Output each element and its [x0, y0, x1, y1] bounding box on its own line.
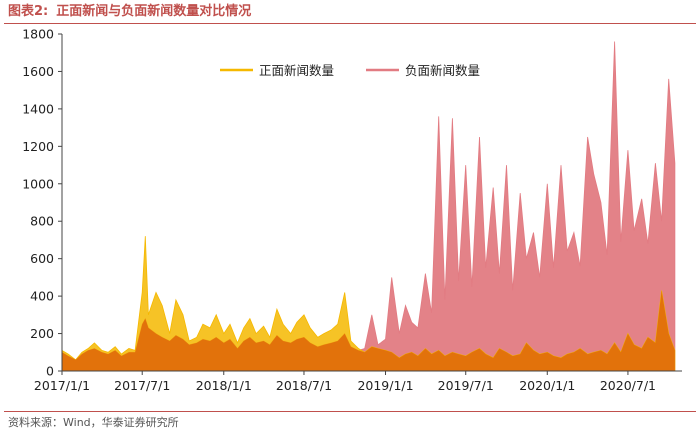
figure-label: 图表2:	[8, 4, 49, 19]
y-tick-label: 600	[30, 251, 54, 266]
x-tick-label: 2020/1/1	[519, 378, 575, 393]
overlap-area	[62, 290, 675, 371]
figure-title-text: 正面新闻与负面新闻数量对比情况	[56, 4, 252, 19]
plot-area	[61, 41, 676, 372]
y-tick-label: 800	[30, 214, 54, 229]
legend: 正面新闻数量 负面新闻数量	[220, 63, 480, 78]
axes: 0 200 400 600 800 1000 1200 1400 1600 1800 2017/1/…	[22, 27, 682, 393]
y-tick-label: 1200	[22, 139, 54, 154]
figure-title: 图表2: 正面新闻与负面新闻数量对比情况	[8, 2, 251, 22]
source-divider	[4, 411, 696, 412]
y-tick-label: 0	[46, 364, 54, 379]
y-tick-label: 1000	[22, 176, 54, 191]
title-divider	[4, 23, 696, 24]
y-tick-label: 1400	[22, 101, 54, 116]
legend-label-negative: 负面新闻数量	[405, 63, 480, 78]
x-tick-label: 2017/7/1	[114, 378, 170, 393]
x-tick-label: 2019/1/1	[357, 378, 413, 393]
news-count-chart: 0 200 400 600 800 1000 1200 1400 1600 1800 2017/1/…	[22, 27, 682, 393]
x-tick-label: 2019/7/1	[438, 378, 494, 393]
source-note: 资料来源：Wind，华泰证券研究所	[8, 416, 179, 429]
x-tick-label: 2020/7/1	[600, 378, 656, 393]
x-tick-label: 2018/1/1	[196, 378, 252, 393]
x-tick-label: 2018/7/1	[276, 378, 332, 393]
y-tick-label: 200	[30, 326, 54, 341]
y-tick-label: 1800	[22, 27, 54, 42]
legend-label-positive: 正面新闻数量	[259, 63, 334, 78]
y-tick-label: 1600	[22, 64, 54, 79]
x-tick-label: 2017/1/1	[34, 378, 90, 393]
y-tick-label: 400	[30, 289, 54, 304]
